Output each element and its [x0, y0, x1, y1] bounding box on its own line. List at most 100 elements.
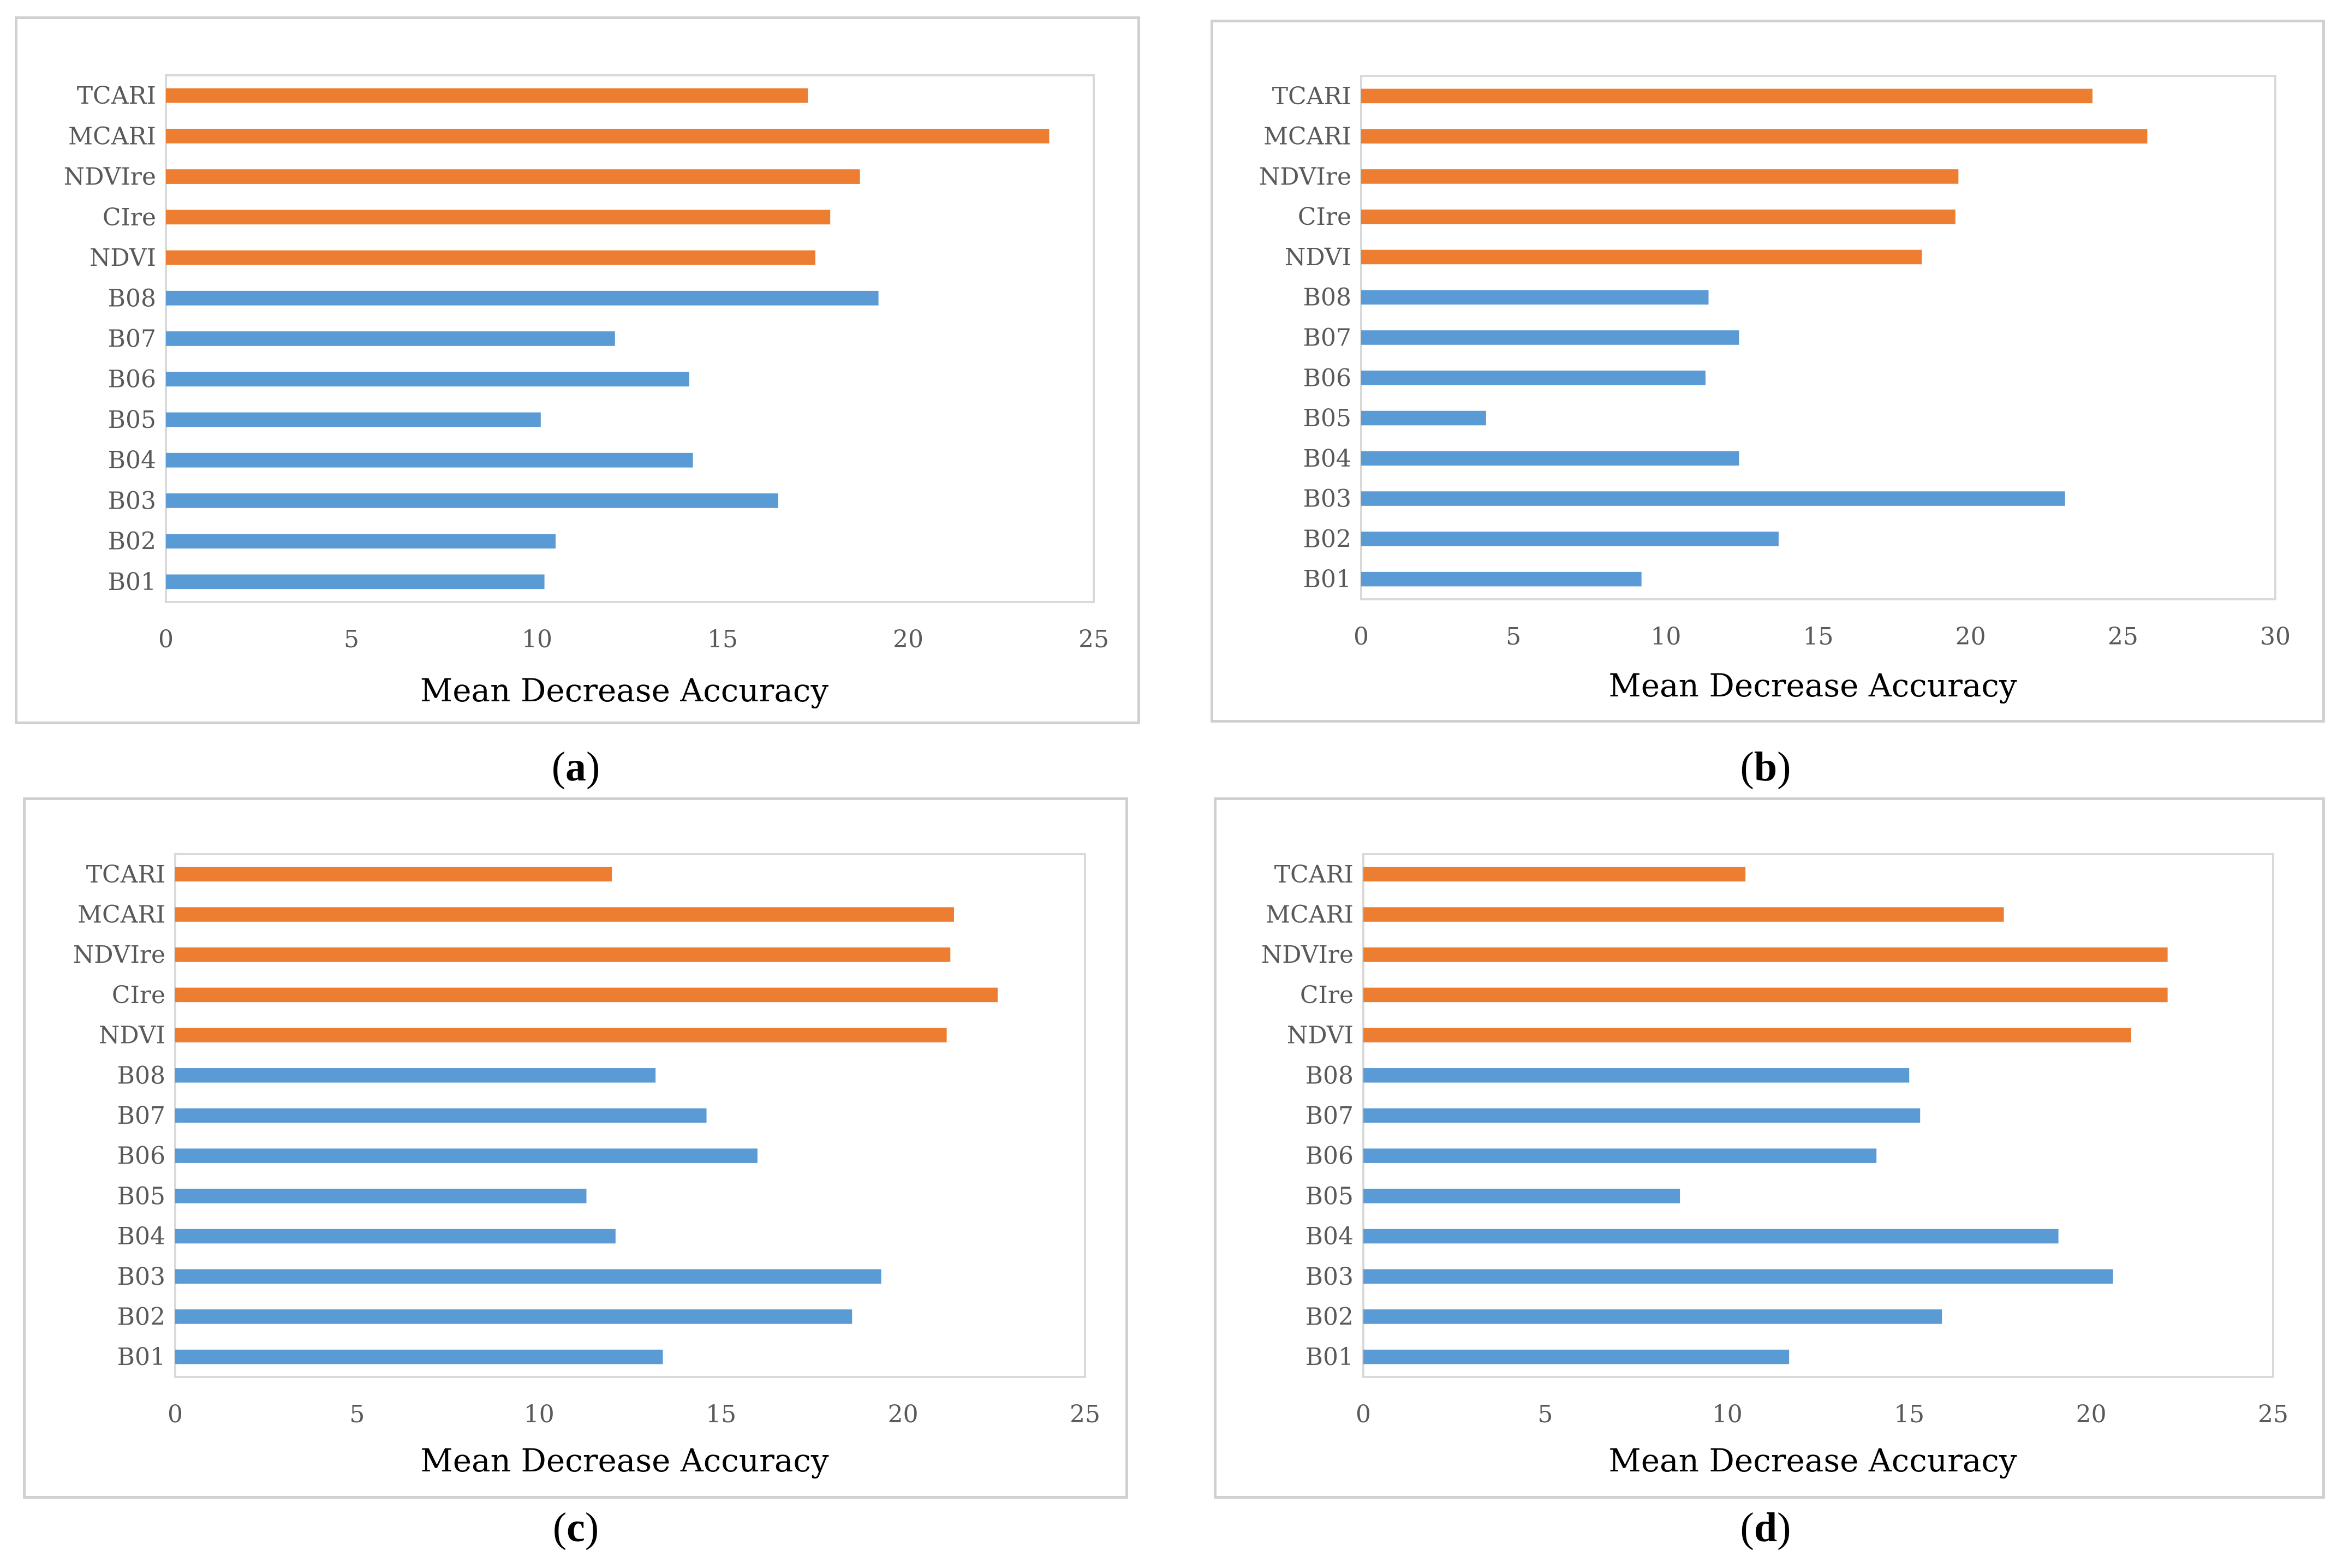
- bar-b07: [175, 1108, 707, 1123]
- category-label-cire: CIre: [1298, 203, 1351, 231]
- bar-b02: [1361, 532, 1779, 546]
- x-tick-label: 15: [1803, 623, 1834, 651]
- bar-cire: [1361, 209, 1956, 224]
- category-label-b08: B08: [117, 1062, 165, 1089]
- chart-a-svg: TCARI MCARI NDVIre CIre NDVI B08 B07 B06 B05 B04 B…: [64, 74, 1109, 709]
- category-label-ndvi: NDVI: [1287, 1022, 1354, 1050]
- category-label-ndvi: NDVI: [99, 1022, 165, 1050]
- category-label-b04: B04: [1305, 1223, 1354, 1250]
- category-label-ndvi: NDVI: [90, 244, 156, 272]
- x-tick-label: 5: [344, 625, 359, 653]
- bar-b03: [1361, 491, 2065, 506]
- bar-b08: [1363, 1068, 1910, 1083]
- bar-b03: [175, 1269, 881, 1284]
- bar-ndvire: [1361, 169, 1959, 184]
- bar-cire: [166, 210, 831, 225]
- bar-tcari: [166, 88, 808, 103]
- x-tick-label: 15: [706, 1400, 736, 1428]
- category-label-b08: B08: [1303, 284, 1351, 312]
- caption-b: (b): [1740, 744, 1791, 790]
- bar-b06: [166, 372, 689, 387]
- bar-b06: [1361, 370, 1706, 385]
- bar-b02: [166, 534, 556, 549]
- category-label-cire: CIre: [112, 981, 165, 1009]
- category-label-ndvi: NDVI: [1285, 243, 1351, 271]
- bar-b02: [1363, 1309, 1942, 1324]
- category-label-mcari: MCARI: [77, 901, 165, 929]
- x-tick-label: 10: [524, 1400, 555, 1428]
- bar-mcari: [1361, 129, 2148, 144]
- x-axis-label: Mean Decrease Accuracy: [1608, 667, 2017, 704]
- category-label-b07: B07: [1305, 1102, 1354, 1130]
- category-label-ndvire: NDVIre: [1261, 941, 1354, 969]
- x-tick-label: 20: [893, 625, 923, 653]
- x-tick-label: 0: [1356, 1400, 1371, 1428]
- category-label-b03: B03: [117, 1263, 165, 1291]
- category-label-b07: B07: [108, 325, 156, 353]
- category-label-b02: B02: [1305, 1303, 1354, 1331]
- category-label-b05: B05: [1305, 1182, 1354, 1210]
- bar-b03: [1363, 1269, 2113, 1284]
- x-tick-label: 25: [1070, 1400, 1100, 1428]
- chart-panel-d: TCARI MCARI NDVIre CIre NDVI B08 B07 B06 B05 B04 B…: [1214, 797, 2325, 1499]
- bar-b07: [1361, 330, 1739, 345]
- category-label-b06: B06: [1305, 1142, 1354, 1170]
- bar-ndvire: [166, 169, 860, 184]
- x-tick-label: 20: [888, 1400, 919, 1428]
- caption-c: (c): [552, 1505, 599, 1551]
- category-label-b07: B07: [117, 1102, 165, 1130]
- bar-b08: [1361, 290, 1709, 305]
- x-tick-label: 25: [2108, 623, 2138, 651]
- bar-mcari: [175, 907, 954, 922]
- bar-b05: [1363, 1189, 1680, 1203]
- x-tick-label: 5: [1506, 623, 1521, 651]
- chart-d-svg: TCARI MCARI NDVIre CIre NDVI B08 B07 B06 B05 B04 B…: [1261, 853, 2288, 1479]
- bar-b04: [1363, 1229, 2059, 1244]
- category-label-cire: CIre: [1300, 981, 1354, 1009]
- x-axis-label: Mean Decrease Accuracy: [420, 672, 829, 709]
- x-tick-label: 10: [1650, 623, 1681, 651]
- x-tick-label: 5: [1537, 1400, 1553, 1428]
- category-label-b04: B04: [108, 446, 156, 474]
- bar-b04: [175, 1229, 616, 1244]
- bar-b01: [1361, 571, 1642, 587]
- bar-ndvire: [1363, 947, 2168, 962]
- chart-panel-b: TCARI MCARI NDVIre CIre NDVI B08 B07 B06 B05 B04 B…: [1211, 20, 2325, 723]
- x-tick-label: 0: [168, 1400, 183, 1428]
- bar-b05: [175, 1189, 587, 1203]
- bar-ndvi: [166, 250, 815, 265]
- bar-b01: [1363, 1349, 1790, 1364]
- bar-b05: [166, 412, 541, 427]
- x-axis-label: Mean Decrease Accuracy: [420, 1442, 829, 1479]
- bar-ndvi: [1361, 249, 1922, 265]
- category-label-b01: B01: [1305, 1343, 1354, 1371]
- x-axis-label: Mean Decrease Accuracy: [1608, 1442, 2017, 1479]
- bar-mcari: [166, 128, 1050, 144]
- category-label-tcari: TCARI: [1272, 82, 1351, 110]
- bar-b07: [1363, 1108, 1921, 1123]
- category-label-mcari: MCARI: [1266, 901, 1354, 929]
- category-label-b02: B02: [117, 1303, 165, 1331]
- category-label-tcari: TCARI: [1274, 861, 1354, 889]
- category-label-b06: B06: [117, 1142, 165, 1170]
- category-label-b01: B01: [1303, 565, 1351, 593]
- x-tick-label: 25: [2258, 1400, 2288, 1428]
- bar-tcari: [175, 867, 612, 882]
- category-label-mcari: MCARI: [1263, 123, 1351, 151]
- chart-b-svg: TCARI MCARI NDVIre CIre NDVI B08 B07 B06 B05 B04 B…: [1259, 75, 2291, 704]
- bar-b06: [175, 1148, 758, 1163]
- bar-tcari: [1361, 88, 2092, 104]
- x-tick-label: 30: [2260, 623, 2291, 651]
- category-label-b01: B01: [108, 568, 156, 596]
- category-label-b06: B06: [108, 366, 156, 394]
- bar-ndvire: [175, 947, 951, 962]
- bar-b01: [175, 1349, 663, 1364]
- category-label-b05: B05: [1303, 404, 1351, 432]
- category-label-b02: B02: [108, 528, 156, 556]
- x-tick-label: 10: [1712, 1400, 1743, 1428]
- category-label-b03: B03: [1305, 1263, 1354, 1291]
- category-label-b04: B04: [1303, 445, 1351, 473]
- category-label-b08: B08: [108, 284, 156, 312]
- category-label-mcari: MCARI: [68, 122, 156, 150]
- category-label-b03: B03: [108, 487, 156, 515]
